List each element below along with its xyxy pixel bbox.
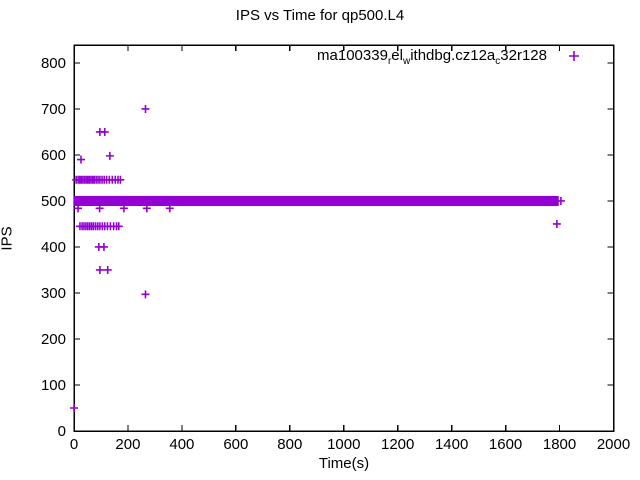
y-axis-label: IPS xyxy=(0,226,16,251)
x-tick-labels: 0 200 400 600 800 1000 1200 1400 1600 1800 2000 xyxy=(70,436,630,453)
legend: ma100339relwithdbg.cz12ac32r128 xyxy=(250,47,547,67)
svg-text:0: 0 xyxy=(58,423,66,440)
y-tick-labels: 0 100 200 300 400 500 600 700 800 xyxy=(41,55,66,440)
x-axis-label: Time(s) xyxy=(318,455,370,472)
data-band xyxy=(74,195,559,207)
svg-text:200: 200 xyxy=(41,331,66,348)
svg-text:1000: 1000 xyxy=(327,436,360,453)
svg-text:600: 600 xyxy=(223,436,248,453)
plot-border xyxy=(73,44,615,432)
svg-text:2000: 2000 xyxy=(597,436,630,453)
svg-text:800: 800 xyxy=(41,55,66,72)
svg-text:800: 800 xyxy=(277,436,302,453)
data-points xyxy=(70,104,565,412)
svg-text:600: 600 xyxy=(41,147,66,164)
legend-plus-marker-icon xyxy=(569,51,579,61)
svg-text:400: 400 xyxy=(169,436,194,453)
svg-text:100: 100 xyxy=(41,377,66,394)
svg-text:0: 0 xyxy=(70,436,78,453)
legend-label: ma100339relwithdbg.cz12ac32r128 xyxy=(317,47,547,67)
axis-ticks xyxy=(73,45,615,432)
svg-text:700: 700 xyxy=(41,101,66,118)
svg-text:200: 200 xyxy=(115,436,140,453)
svg-text:400: 400 xyxy=(41,239,66,256)
svg-text:1200: 1200 xyxy=(381,436,414,453)
svg-text:1600: 1600 xyxy=(489,436,522,453)
svg-text:500: 500 xyxy=(41,193,66,210)
svg-text:1800: 1800 xyxy=(543,436,576,453)
svg-text:1400: 1400 xyxy=(435,436,468,453)
chart-title: IPS vs Time for qp500.L4 xyxy=(235,7,405,24)
svg-text:300: 300 xyxy=(41,285,66,302)
